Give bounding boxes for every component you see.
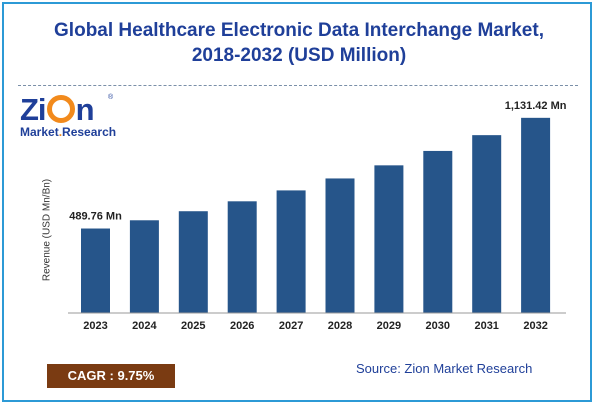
chart-title: Global Healthcare Electronic Data Interc… xyxy=(10,18,588,68)
x-tick-2031: 2031 xyxy=(474,320,498,332)
x-tick-2027: 2027 xyxy=(279,320,303,332)
logo-sub-dot: . xyxy=(58,125,63,139)
logo-sub-a: Market xyxy=(20,125,59,139)
bar-2024 xyxy=(129,220,159,313)
bar-2029 xyxy=(374,165,404,313)
bar-2028 xyxy=(325,178,355,313)
chart-title-line1: Global Healthcare Electronic Data Interc… xyxy=(54,20,544,41)
x-tick-2023: 2023 xyxy=(83,320,107,332)
data-labels: 489.76 Mn 1,131.42 Mn xyxy=(69,100,567,223)
bar-2032 xyxy=(521,117,551,313)
x-tick-2032: 2032 xyxy=(523,320,547,332)
logo-wordmark: Zi n xyxy=(20,92,94,126)
logo-word-post: n xyxy=(75,92,95,127)
x-tick-2025: 2025 xyxy=(181,320,205,332)
x-tick-2028: 2028 xyxy=(328,320,352,332)
x-tick-2030: 2030 xyxy=(426,320,450,332)
bar-2023 xyxy=(81,228,110,313)
chart-title-line2: 2018-2032 (USD Million) xyxy=(191,45,407,66)
bar-2031 xyxy=(472,135,502,313)
source-note: Source: Zion Market Research xyxy=(356,361,533,376)
x-tick-2029: 2029 xyxy=(377,320,401,332)
chart-frame xyxy=(2,2,592,402)
logo-word-pre: Zi xyxy=(20,92,47,127)
title-divider xyxy=(18,85,578,86)
x-tick-labels: 2023 2024 2025 2026 2027 2028 2029 2030 2031 2032 xyxy=(83,320,548,332)
bar-2027 xyxy=(276,190,306,313)
zion-logo: Zi n ® Market.Research xyxy=(20,92,120,144)
logo-sub-b: Research xyxy=(62,125,117,139)
data-label-2032: 1,131.42 Mn xyxy=(505,100,567,112)
bars-group xyxy=(81,117,551,313)
bar-2026 xyxy=(227,201,257,313)
bar-2025 xyxy=(178,211,208,313)
logo-subtitle: Market.Research xyxy=(20,125,116,139)
cagr-badge: CAGR : 9.75% xyxy=(47,364,175,388)
x-tick-2026: 2026 xyxy=(230,320,254,332)
data-label-2023: 489.76 Mn xyxy=(69,211,122,223)
logo-ring-icon xyxy=(46,95,75,123)
logo-registered-mark: ® xyxy=(108,94,114,101)
x-tick-2024: 2024 xyxy=(132,320,157,332)
bar-2030 xyxy=(423,150,453,313)
